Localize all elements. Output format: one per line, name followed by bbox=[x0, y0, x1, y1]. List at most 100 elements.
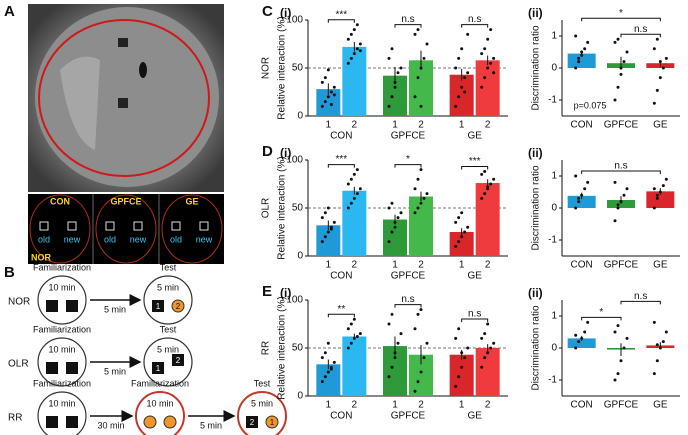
data-point bbox=[652, 47, 656, 51]
object bbox=[66, 362, 78, 374]
data-point bbox=[483, 192, 487, 196]
data-point bbox=[332, 220, 336, 224]
x-tick-label: GPFCE bbox=[604, 400, 639, 411]
significance-bracket bbox=[327, 164, 355, 168]
data-point bbox=[399, 211, 403, 215]
data-point bbox=[390, 95, 394, 99]
data-point bbox=[416, 76, 420, 80]
stage-title: Familiarization bbox=[131, 378, 189, 388]
significance-bracket bbox=[394, 24, 422, 28]
new-label: new bbox=[64, 234, 81, 244]
data-point bbox=[416, 312, 420, 316]
data-point bbox=[323, 235, 327, 239]
bar bbox=[607, 200, 635, 208]
significance-bracket bbox=[461, 24, 489, 28]
data-point bbox=[574, 66, 578, 70]
y-axis-label: Discrimination ratio bbox=[531, 25, 542, 110]
y-tick-label: 50 bbox=[292, 343, 304, 354]
significance-bracket bbox=[581, 316, 622, 321]
data-point bbox=[489, 346, 493, 350]
data-point bbox=[454, 384, 458, 388]
data-point bbox=[454, 244, 458, 248]
data-point bbox=[349, 322, 353, 326]
object bbox=[172, 354, 184, 366]
data-point bbox=[616, 37, 620, 41]
x-tick-label: 2 bbox=[352, 260, 358, 271]
data-point bbox=[463, 230, 467, 234]
y-tick-label: 100 bbox=[286, 155, 303, 166]
data-point bbox=[652, 206, 656, 210]
data-point bbox=[416, 206, 420, 210]
mouse bbox=[139, 62, 147, 78]
object-box bbox=[67, 221, 77, 231]
object bbox=[46, 362, 58, 374]
data-point bbox=[346, 206, 350, 210]
data-point bbox=[393, 220, 397, 224]
data-point bbox=[349, 56, 353, 60]
data-point bbox=[613, 219, 617, 223]
data-point bbox=[483, 332, 487, 336]
data-point bbox=[349, 201, 353, 205]
interval: 5 min bbox=[104, 304, 126, 314]
data-point bbox=[622, 346, 626, 350]
significance-bracket bbox=[327, 313, 355, 318]
data-point bbox=[413, 389, 417, 393]
old-label: old bbox=[104, 234, 116, 244]
data-point bbox=[358, 49, 362, 53]
data-point bbox=[492, 177, 496, 181]
x-tick-label: 2 bbox=[352, 400, 358, 411]
bar bbox=[316, 364, 341, 396]
data-point bbox=[413, 211, 417, 215]
data-point bbox=[329, 90, 333, 94]
object bbox=[152, 362, 164, 374]
data-point bbox=[390, 47, 394, 51]
y-tick-label: 1 bbox=[551, 311, 557, 322]
bar bbox=[449, 354, 474, 396]
group-label: GE bbox=[185, 196, 198, 206]
data-point bbox=[323, 76, 327, 80]
stage-title: Familiarization bbox=[33, 378, 91, 388]
x-tick-label: GPFCE bbox=[604, 260, 639, 271]
data-point bbox=[352, 196, 356, 200]
significance-label: n.s bbox=[614, 161, 627, 172]
data-point bbox=[413, 95, 417, 99]
x-tick-label: 1 bbox=[392, 260, 398, 271]
data-point bbox=[390, 201, 394, 205]
data-point bbox=[387, 322, 391, 326]
y-tick-label: 50 bbox=[292, 203, 304, 214]
data-point bbox=[352, 52, 356, 56]
data-point bbox=[393, 356, 397, 360]
x-tick-label: 2 bbox=[418, 400, 424, 411]
data-point bbox=[460, 365, 464, 369]
data-point bbox=[454, 66, 458, 70]
data-point bbox=[425, 341, 429, 345]
data-point bbox=[419, 308, 423, 312]
data-point bbox=[577, 60, 581, 64]
data-point bbox=[346, 182, 350, 186]
data-point bbox=[486, 37, 490, 41]
data-point bbox=[425, 192, 429, 196]
data-point bbox=[613, 378, 617, 382]
side-label: OLR bbox=[261, 198, 272, 219]
data-point bbox=[616, 85, 620, 89]
significance-bracket bbox=[620, 33, 661, 38]
data-point bbox=[580, 336, 584, 340]
data-point bbox=[419, 104, 423, 108]
significance-label: *** bbox=[335, 9, 347, 20]
side-label: NOR bbox=[261, 57, 272, 79]
duration: 5 min bbox=[157, 282, 179, 292]
data-point bbox=[664, 56, 668, 60]
data-point bbox=[466, 346, 470, 350]
significance-label: n.s bbox=[468, 309, 481, 320]
data-point bbox=[387, 375, 391, 379]
data-point bbox=[577, 340, 581, 344]
data-point bbox=[483, 47, 487, 51]
data-point bbox=[346, 346, 350, 350]
object-label: 2 bbox=[176, 356, 181, 365]
stage-title: Familiarization bbox=[33, 262, 91, 272]
data-point bbox=[616, 372, 620, 376]
bar bbox=[342, 46, 367, 116]
data-point bbox=[619, 66, 623, 70]
data-point bbox=[463, 356, 467, 360]
